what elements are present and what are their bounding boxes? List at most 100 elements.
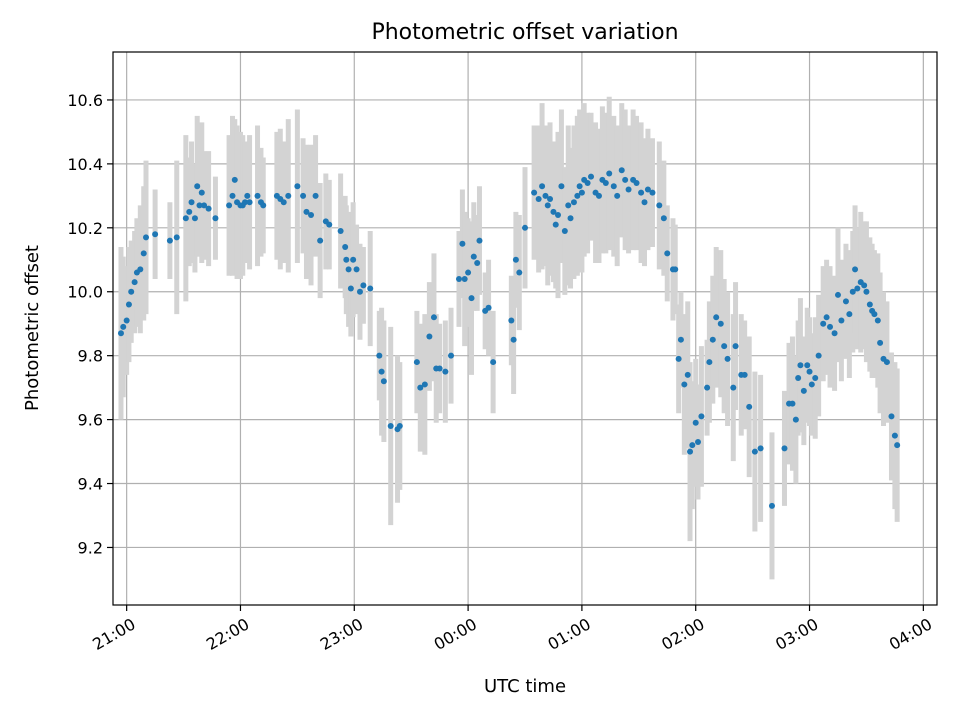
data-point (552, 221, 559, 228)
data-point (595, 192, 602, 199)
data-point (812, 375, 819, 382)
data-point (584, 180, 591, 187)
data-point (838, 317, 845, 324)
data-point (186, 208, 193, 215)
data-point (622, 176, 629, 183)
data-point (815, 352, 822, 359)
data-point (732, 343, 739, 350)
data-point (343, 256, 350, 263)
data-point (866, 301, 873, 308)
data-point (689, 442, 696, 449)
data-point (470, 253, 477, 260)
data-point (417, 384, 424, 391)
y-tick-label: 10.4 (67, 155, 103, 174)
data-point (182, 215, 189, 222)
data-point (317, 237, 324, 244)
data-point (692, 419, 699, 426)
data-point (664, 250, 671, 257)
data-point (194, 183, 201, 190)
data-point (337, 228, 344, 235)
data-point (842, 298, 849, 305)
data-point (468, 295, 475, 302)
data-point (781, 445, 788, 452)
y-axis: 9.2 9.4 9.6 9.8 10.0 10.2 10.4 10.6 (67, 91, 113, 557)
data-point (871, 311, 878, 318)
data-point (891, 432, 898, 439)
data-point (143, 234, 150, 241)
data-point (849, 288, 856, 295)
data-point (303, 208, 310, 215)
data-point (465, 269, 472, 276)
data-point (522, 224, 528, 231)
data-point (244, 192, 251, 199)
data-point (542, 192, 549, 199)
y-tick-label: 9.8 (78, 347, 103, 366)
y-axis-label: Photometric offset (22, 245, 43, 411)
data-point (610, 183, 617, 190)
data-point (741, 371, 748, 378)
x-axis-label: UTC time (484, 676, 566, 697)
data-point (198, 189, 205, 196)
data-point (877, 339, 884, 346)
data-point (633, 180, 640, 187)
data-point (131, 279, 138, 286)
data-point (687, 448, 694, 455)
data-point (565, 202, 572, 209)
data-point (152, 231, 159, 238)
data-point (191, 215, 198, 222)
data-point (789, 400, 796, 407)
data-point (846, 311, 853, 318)
data-point (356, 288, 363, 295)
data-point (797, 362, 804, 369)
data-point (721, 343, 728, 350)
data-point (173, 234, 180, 241)
data-point (570, 199, 577, 206)
data-point (430, 314, 437, 321)
data-point (883, 359, 890, 366)
data-point (485, 304, 492, 311)
data-point (831, 330, 838, 337)
data-point (656, 202, 663, 209)
data-point (757, 445, 764, 452)
data-point (300, 192, 307, 199)
data-point (396, 422, 403, 429)
data-point (242, 199, 249, 206)
data-point (436, 365, 443, 372)
data-point (360, 282, 367, 289)
y-tick-label: 9.6 (78, 411, 103, 430)
data-point (792, 416, 799, 423)
data-point (625, 186, 632, 193)
data-point (128, 288, 135, 295)
data-point (188, 199, 195, 206)
data-point (704, 384, 711, 391)
data-point (426, 333, 433, 340)
data-point (294, 183, 301, 190)
data-point (508, 317, 515, 324)
data-point (201, 202, 208, 209)
data-point (550, 208, 557, 215)
data-point (490, 359, 497, 366)
data-point (638, 189, 645, 196)
data-point (212, 215, 219, 222)
data-point (618, 167, 625, 174)
data-point (717, 320, 724, 327)
data-point (854, 285, 861, 292)
data-point (376, 352, 383, 359)
data-point (578, 189, 585, 196)
data-point (544, 202, 551, 209)
data-point (894, 442, 901, 449)
data-point (461, 275, 468, 282)
plot-frame (112, 51, 938, 606)
data-point (660, 215, 667, 222)
data-point (800, 387, 807, 394)
data-point (706, 359, 713, 366)
data-point (709, 336, 716, 343)
data-point (768, 502, 775, 509)
data-point (874, 317, 881, 324)
data-point (246, 199, 253, 206)
data-point (421, 381, 428, 388)
data-point (574, 192, 581, 199)
data-point (205, 205, 212, 212)
data-point (808, 381, 815, 388)
